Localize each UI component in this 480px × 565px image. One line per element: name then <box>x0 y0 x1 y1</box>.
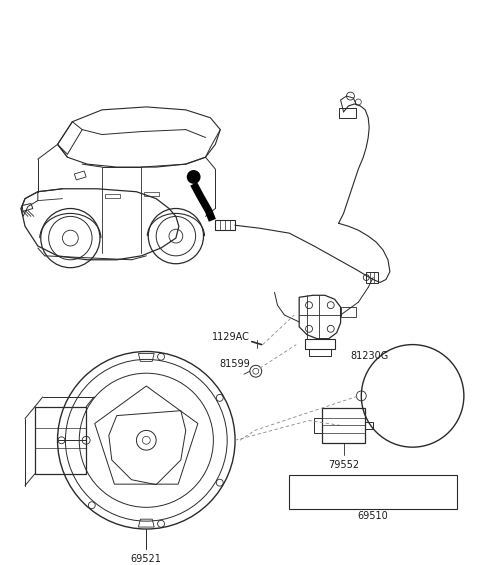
Text: 81599: 81599 <box>219 359 250 370</box>
Text: 79552: 79552 <box>328 460 359 470</box>
Circle shape <box>187 170 201 184</box>
Text: 69510: 69510 <box>358 511 388 521</box>
Text: 81230G: 81230G <box>350 351 389 362</box>
Text: 69521: 69521 <box>131 554 162 564</box>
Text: 1129AC: 1129AC <box>212 332 250 342</box>
